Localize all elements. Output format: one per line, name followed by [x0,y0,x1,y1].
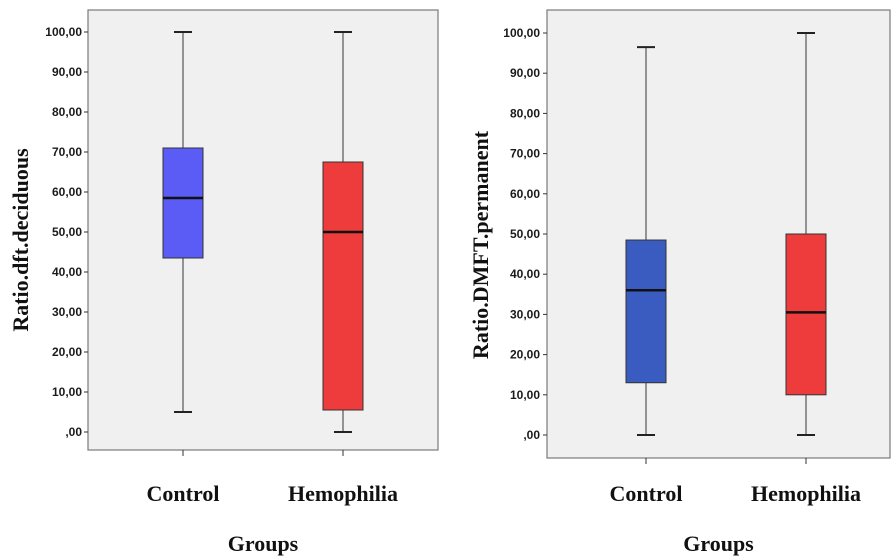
box-control [162,31,204,413]
y-tick-label: 60,00 [52,185,82,199]
y-tick-label: 80,00 [510,106,540,120]
x-category-label: Hemophilia [288,481,398,506]
y-tick-label: 100,00 [503,26,540,40]
y-tick-label: 10,00 [510,388,540,402]
y-tick-label: 10,00 [52,385,82,399]
y-axis-label: Ratio.dft.deciduous [8,148,33,332]
y-tick-label: 30,00 [52,305,82,319]
y-tick-label: 50,00 [510,227,540,241]
y-tick-label: ,00 [65,425,82,439]
y-tick-label: 70,00 [510,147,540,161]
y-tick-label: 100,00 [45,25,82,39]
y-tick-label: 80,00 [52,105,82,119]
x-axis-label: Groups [228,531,299,556]
y-tick-label: 20,00 [52,345,82,359]
chart-1: 100,00 90,00 80,00 70,00 60,00 50,00 40,00 30,0… [8,9,439,556]
iqr-box [322,161,364,411]
y-tick-label: 40,00 [52,265,82,279]
plot-area [87,9,439,451]
x-category-label: Control [147,481,220,506]
x-category-label: Hemophilia [751,481,861,506]
y-axis-label: Ratio.DMFT.permanent [468,130,493,359]
iqr-box [785,233,827,396]
y-tick-label: 40,00 [510,267,540,281]
y-tick-label: 20,00 [510,348,540,362]
y-tick-label: ,00 [523,428,540,442]
y-tick-label: 50,00 [52,225,82,239]
iqr-box [162,147,204,259]
x-category-label: Control [610,481,683,506]
x-axis-label: Groups [683,531,754,556]
y-tick-label: 90,00 [52,65,82,79]
y-tick-label: 60,00 [510,187,540,201]
box-hemophilia [322,31,364,433]
y-tick-label: 70,00 [52,145,82,159]
iqr-box [625,239,667,384]
y-tick-label: 30,00 [510,307,540,321]
chart-2: 100,00 90,00 80,00 70,00 60,00 50,00 40,00 30,0… [468,9,891,556]
plot-area [546,9,891,459]
y-tick-label: 90,00 [510,66,540,80]
box-control [625,46,667,436]
box-hemophilia [785,32,827,436]
